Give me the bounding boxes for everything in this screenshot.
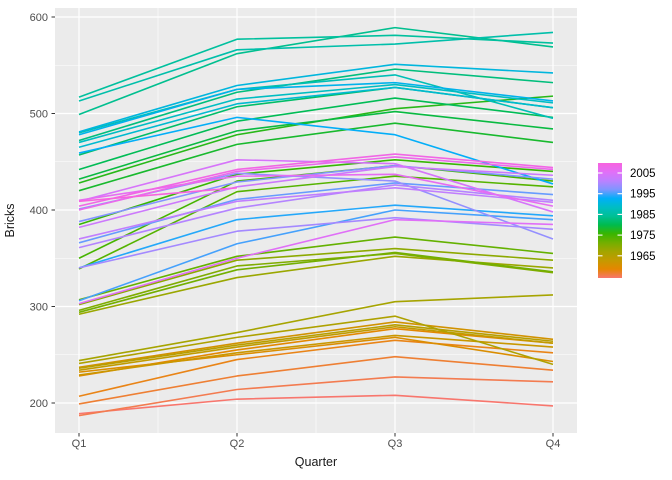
series-line-1957 [78,376,554,417]
series-line-1983 [78,34,554,98]
y-axis-title: Bricks [3,203,17,237]
series-line-1967 [78,294,554,362]
series-line-1996 [78,216,554,269]
series-line-2003 [78,156,554,211]
series-line-1999 [78,165,554,229]
series-line-1958 [78,355,554,405]
legend-tick-label: 1965 [630,251,656,263]
y-tick-label: 200 [30,398,48,410]
series-line-1962 [78,321,554,369]
x-tick-label: Q1 [72,438,87,450]
legend-tick-label: 1995 [630,189,656,201]
x-tick-label: Q3 [388,438,403,450]
series-line-1969 [78,247,554,306]
series-line-1965 [78,324,554,370]
series-line-1989 [78,81,554,136]
series-line-2004 [78,153,554,207]
series-line-1988 [78,63,554,133]
series-line-1994 [78,164,554,223]
y-tick-label: 300 [30,302,48,314]
series-line-2005 [78,187,238,203]
series-line-1963 [78,334,554,376]
series-line-1964 [78,325,554,371]
series-line-1982 [78,26,554,116]
series-line-1984 [78,31,554,102]
series-line-1992 [78,209,554,302]
series-line-1979 [78,97,554,171]
series-line-1972 [78,236,554,301]
series-line-1977 [78,122,554,192]
series-line-1959 [78,339,554,398]
series-line-1985 [78,74,554,134]
y-tick-label: 400 [30,205,48,217]
series-line-1990 [78,116,554,185]
x-tick-label: Q2 [230,438,245,450]
y-tick-label: 500 [30,109,48,121]
series-line-1970 [78,252,554,312]
legend-colorbar [598,163,622,278]
series-line-1981 [78,68,554,142]
series-line-2001 [78,218,554,305]
series-line-1987 [78,86,554,149]
series-line-1986 [78,83,554,144]
series-line-1973 [78,175,554,270]
legend-tick-label: 1975 [630,230,656,242]
legend-tick-label: 2005 [630,168,656,180]
series-line-1978 [78,110,554,180]
y-tick-label: 600 [30,12,48,24]
x-axis-title: Quarter [295,455,337,469]
series-line-1997 [78,184,554,249]
series-line-1966 [78,315,554,366]
series-line-1993 [78,182,554,244]
legend-tick-label: 1985 [630,209,656,221]
series-line-1971 [78,251,554,314]
series-line-1956 [78,394,554,415]
series-line-1975 [78,159,554,226]
x-tick-label: Q4 [546,438,561,450]
series-line-1998 [78,187,554,240]
